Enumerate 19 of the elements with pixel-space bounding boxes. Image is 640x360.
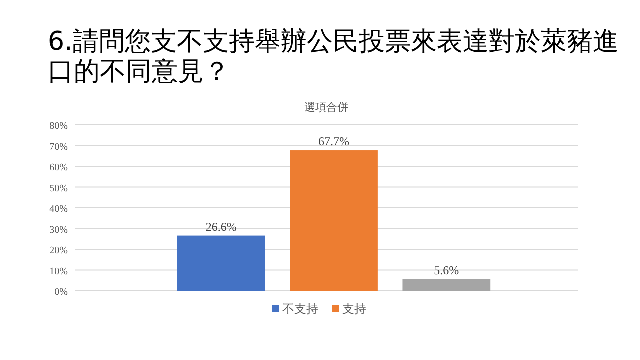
legend-label: 不支持 — [282, 302, 318, 316]
bar — [290, 150, 378, 291]
chart-title: 6.請問您支不支持舉辦公民投票來表達對於萊豬進口的不同意見？ — [48, 27, 619, 87]
y-tick-label: 20% — [50, 246, 68, 256]
y-tick-label: 70% — [50, 142, 68, 153]
y-tick-label: 80% — [50, 121, 68, 132]
y-tick-label: 50% — [50, 183, 68, 194]
y-tick-label: 10% — [50, 266, 68, 278]
y-tick-label: 60% — [50, 162, 68, 174]
data-label: 5.6% — [434, 263, 460, 278]
bar — [402, 279, 491, 291]
data-label: 26.6% — [206, 220, 237, 234]
chart-subtitle: 選項合併 — [304, 101, 348, 114]
y-tick-label: 40% — [50, 204, 68, 215]
y-tick-label: 30% — [50, 224, 68, 236]
y-tick-label: 0% — [54, 287, 68, 298]
bar — [177, 236, 266, 291]
legend-label: 支持 — [342, 302, 366, 316]
data-label: 67.7% — [318, 134, 350, 149]
